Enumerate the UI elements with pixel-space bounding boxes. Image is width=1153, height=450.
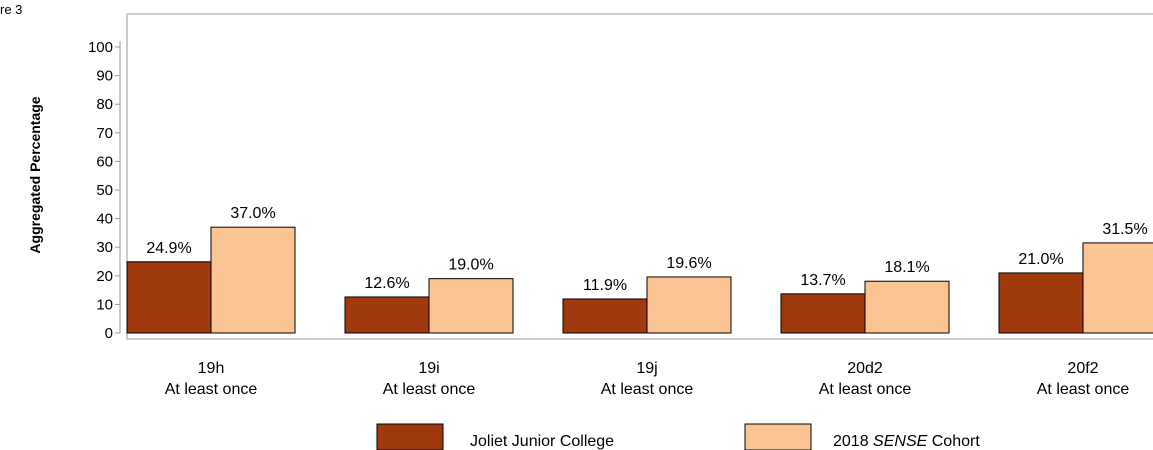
legend: Joliet Junior College 2018 SENSE Cohort <box>376 423 980 450</box>
x-category-code: 19j <box>636 360 657 377</box>
y-tick-label: 50 <box>96 182 113 199</box>
bar-sense-cohort-20f2 <box>1082 242 1153 334</box>
x-category-sub: At least once <box>819 381 912 398</box>
y-tick-label: 10 <box>96 296 113 313</box>
data-label: 18.1% <box>884 259 929 276</box>
y-axis-label: Aggregated Percentage <box>27 96 43 253</box>
bar-sense-cohort-20d2 <box>864 280 950 334</box>
bar-sense-cohort-19j <box>646 276 732 334</box>
data-label: 13.7% <box>800 272 845 289</box>
legend-swatch-joliet <box>376 423 444 450</box>
bar-joliet-20d2 <box>780 293 866 334</box>
x-category-sub: At least once <box>601 381 694 398</box>
bar-joliet-20f2 <box>998 272 1084 334</box>
data-label: 21.0% <box>1018 251 1063 268</box>
x-axis-labels: 19h At least once 19i At least once 19j At le… <box>165 360 1130 398</box>
x-category-code: 19h <box>198 360 225 377</box>
y-tick-label: 30 <box>96 239 113 256</box>
bar-joliet-19i <box>344 296 430 334</box>
data-label: 11.9% <box>583 277 627 294</box>
figure-label: re 3 <box>0 2 22 17</box>
x-category-sub: At least once <box>1037 381 1130 398</box>
data-label: 31.5% <box>1102 221 1147 238</box>
bars: 24.9% 37.0% 12.6% 19.0% 11.9% 19.6% 13.7% 18.1%… <box>126 205 1153 334</box>
y-tick-label: 90 <box>96 68 113 85</box>
y-tick-label: 0 <box>105 325 113 342</box>
y-tick-label: 60 <box>96 153 113 170</box>
y-tick-label: 20 <box>96 268 113 285</box>
bar-sense-cohort-19h <box>210 226 296 334</box>
y-axis: 0 10 20 30 40 50 60 70 80 90 100 <box>88 39 121 342</box>
y-tick-label: 70 <box>96 125 113 142</box>
y-tick-label: 100 <box>88 39 113 56</box>
x-category-code: 20f2 <box>1067 360 1098 377</box>
x-category-code: 19i <box>418 360 439 377</box>
plot-frame <box>126 13 1153 340</box>
legend-swatch-sense-cohort <box>744 423 812 450</box>
y-tick-label: 80 <box>96 96 113 113</box>
data-label: 12.6% <box>364 275 409 292</box>
x-category-code: 20d2 <box>847 360 883 377</box>
x-category-sub: At least once <box>383 381 476 398</box>
legend-label-joliet: Joliet Junior College <box>470 433 614 450</box>
bar-joliet-19h <box>126 261 212 334</box>
data-label: 19.0% <box>448 257 493 274</box>
bar-joliet-19j <box>562 298 648 334</box>
legend-label-sense-cohort: 2018 SENSE Cohort <box>833 433 980 450</box>
y-tick-label: 40 <box>96 211 113 228</box>
data-label: 24.9% <box>146 240 191 257</box>
data-label: 19.6% <box>666 255 711 272</box>
data-label: 37.0% <box>230 205 275 222</box>
x-category-sub: At least once <box>165 381 258 398</box>
bar-sense-cohort-19i <box>428 278 514 334</box>
